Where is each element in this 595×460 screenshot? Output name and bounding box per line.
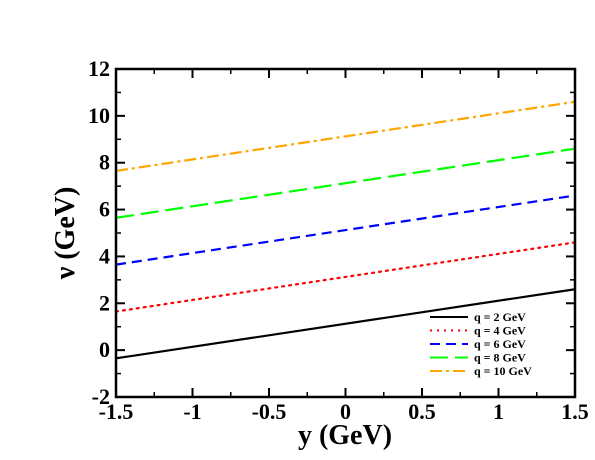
x-axis-title: y (GeV) [298, 420, 392, 451]
y-tick-label: 0 [99, 337, 110, 362]
legend-label: q = 10 GeV [474, 364, 532, 378]
tick-labels: -1.5 -1 -0.5 0 0.5 1 1.5 -2 0 2 4 6 8 10 12 [88, 56, 589, 424]
legend-label: q = 2 GeV [474, 310, 526, 324]
series-lines [114, 100, 577, 360]
y-tick-label: -2 [92, 384, 110, 409]
y-tick-label: 8 [99, 150, 110, 175]
series-line-3 [115, 194, 576, 266]
x-tick-label: 0.5 [408, 399, 436, 424]
y-tick-label: 4 [99, 243, 110, 268]
x-tick-label: -0.5 [252, 399, 287, 424]
x-tick-label: 1.5 [561, 399, 589, 424]
series-line-5 [115, 100, 576, 173]
y-tick-label: 6 [99, 197, 110, 222]
legend-label: q = 8 GeV [474, 351, 526, 365]
y-tick-label: 2 [99, 290, 110, 315]
legend-label: q = 4 GeV [474, 324, 526, 338]
axis-ticks [115, 68, 576, 398]
series-line-1 [115, 288, 576, 360]
x-tick-label: 0 [340, 399, 351, 424]
x-tick-label: 1 [493, 399, 504, 424]
x-tick-label: -1 [183, 399, 201, 424]
series-line-2 [114, 241, 577, 313]
series-line-4 [115, 147, 576, 219]
y-tick-label: 10 [88, 103, 110, 128]
y-tick-label: 12 [88, 56, 110, 81]
y-axis-title: ν (GeV) [50, 187, 81, 281]
legend-label: q = 6 GeV [474, 337, 526, 351]
x-tick-label: -1.5 [99, 399, 134, 424]
